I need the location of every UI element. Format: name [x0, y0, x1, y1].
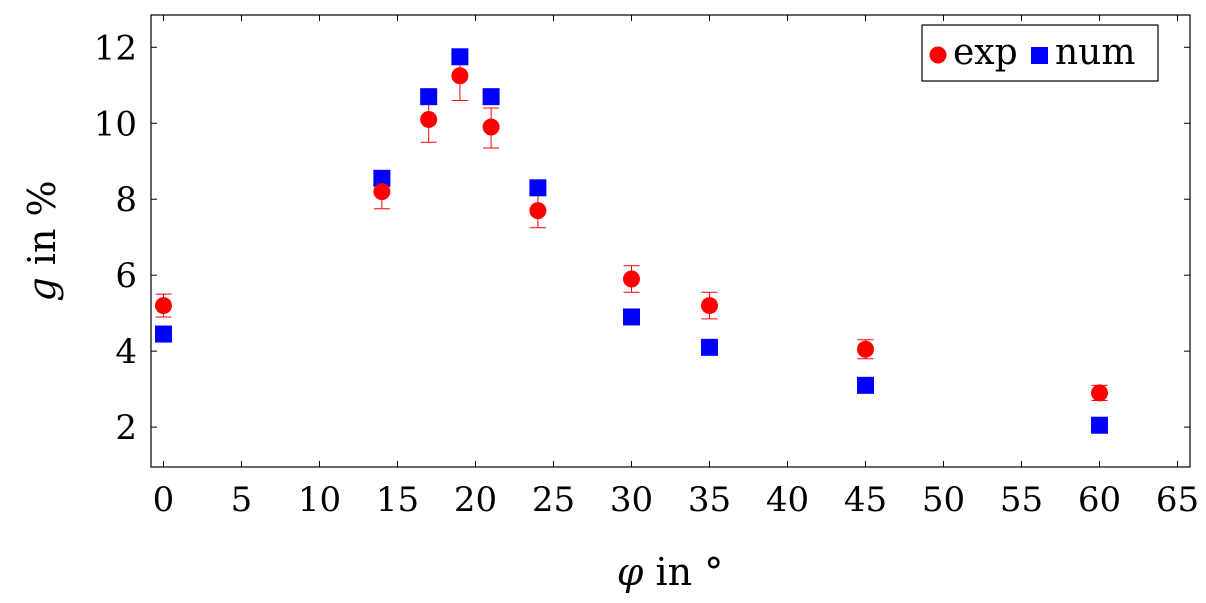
- x-tick-label: 10: [298, 480, 341, 520]
- exp-point: [857, 340, 875, 358]
- y-tick-label: 6: [115, 256, 137, 296]
- y-tick-label: 12: [94, 28, 137, 68]
- legend-exp-marker: [929, 46, 947, 64]
- legend-num-label: num: [1055, 32, 1136, 73]
- plot-frame: [150, 14, 1191, 468]
- num-point: [1091, 416, 1109, 434]
- num-point: [420, 88, 438, 106]
- x-tick-label: 5: [231, 480, 253, 520]
- x-tick-label: 0: [153, 480, 175, 520]
- exp-point: [451, 67, 469, 85]
- x-tick-label: 15: [376, 480, 419, 520]
- x-axis-label-text: in °: [643, 550, 723, 594]
- y-tick-label: 8: [115, 180, 137, 220]
- x-tick-label: 65: [1156, 480, 1199, 520]
- y-tick-label: 10: [94, 104, 137, 144]
- x-tick-label: 25: [532, 480, 575, 520]
- num-point: [529, 179, 547, 197]
- x-tick-label: 40: [766, 480, 809, 520]
- legend: exp num: [921, 24, 1159, 82]
- num-point: [154, 325, 172, 343]
- exp-point: [622, 270, 640, 288]
- x-tick-label: 35: [688, 480, 731, 520]
- num-point: [373, 169, 391, 187]
- exp-point: [1091, 384, 1109, 402]
- exp-point: [154, 297, 172, 315]
- num-point: [622, 308, 640, 326]
- exp-point: [420, 110, 438, 128]
- exp-point: [529, 202, 547, 220]
- x-axis-symbol: φ: [617, 550, 644, 594]
- exp-point: [701, 297, 719, 315]
- y-axis-label-text: in %: [20, 180, 64, 277]
- num-point: [701, 338, 719, 356]
- num-point: [482, 88, 500, 106]
- data-markers: [154, 48, 1109, 434]
- y-axis-label: g in %: [20, 180, 64, 301]
- exp-point: [373, 183, 391, 201]
- x-tick-label: 55: [1000, 480, 1043, 520]
- legend-exp-label: exp: [953, 32, 1018, 73]
- num-point: [451, 48, 469, 66]
- x-tick-label: 60: [1078, 480, 1121, 520]
- y-axis-symbol: g: [20, 277, 64, 301]
- x-axis-label: φ in °: [617, 550, 723, 594]
- y-tick-label: 2: [115, 408, 137, 448]
- y-tick-label: 4: [115, 332, 137, 372]
- x-tick-label: 20: [454, 480, 497, 520]
- num-point: [857, 376, 875, 394]
- x-tick-label: 30: [610, 480, 653, 520]
- error-bars: [155, 56, 1108, 402]
- x-tick-label: 50: [922, 480, 965, 520]
- exp-point: [482, 118, 500, 136]
- legend-num-marker: [1031, 47, 1048, 64]
- x-tick-label: 45: [844, 480, 887, 520]
- axis-ticks: 0 5 10 15 20 25 30 35 40 45 50 55 60 65 2 4 6 8 10 12: [94, 15, 1199, 520]
